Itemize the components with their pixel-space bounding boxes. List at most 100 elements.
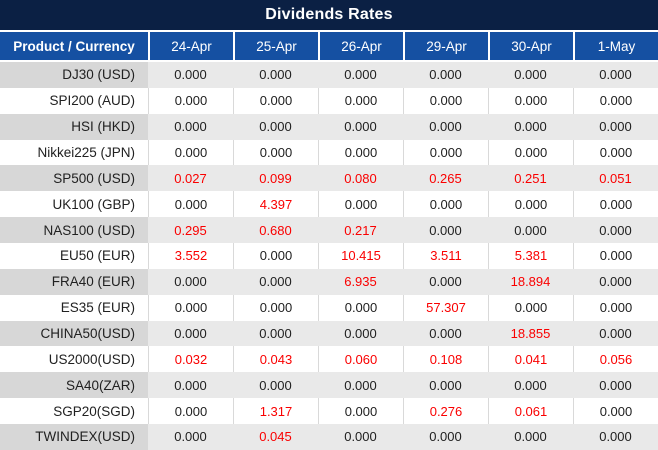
value-cell: 0.099 (233, 165, 318, 192)
date-column-header: 30-Apr (488, 32, 573, 60)
product-cell: FRA40 (EUR) (0, 268, 148, 295)
date-column-header: 29-Apr (403, 32, 488, 60)
value-cell: 0.000 (403, 320, 488, 347)
value-cell: 0.000 (573, 268, 658, 295)
value-cell: 0.000 (488, 113, 573, 140)
table-row: TWINDEX(USD) 0.000 0.045 0.000 0.000 0.000 0.0… (0, 424, 658, 450)
value-cell: 0.000 (403, 62, 488, 88)
value-cell: 0.251 (488, 165, 573, 192)
value-cell: 0.000 (318, 113, 403, 140)
product-currency-column-header: Product / Currency (0, 32, 148, 60)
table-row: EU50 (EUR) 3.552 0.000 10.415 3.511 5.381 0.00… (0, 243, 658, 269)
value-cell: 4.397 (233, 191, 318, 218)
table-row: UK100 (GBP) 0.000 4.397 0.000 0.000 0.000 0.00… (0, 191, 658, 218)
value-cell: 0.000 (148, 268, 233, 295)
value-cell: 0.000 (233, 113, 318, 140)
value-cell: 0.000 (148, 320, 233, 347)
product-cell: UK100 (GBP) (0, 191, 148, 218)
value-cell: 0.000 (573, 398, 658, 425)
value-cell: 0.000 (488, 191, 573, 218)
value-cell: 0.000 (403, 191, 488, 218)
value-cell: 57.307 (403, 294, 488, 321)
value-cell: 0.000 (573, 243, 658, 269)
value-cell: 0.000 (573, 372, 658, 399)
value-cell: 0.000 (148, 424, 233, 450)
value-cell: 0.108 (403, 346, 488, 373)
value-cell: 0.000 (488, 424, 573, 450)
value-cell: 0.295 (148, 217, 233, 244)
value-cell: 0.000 (403, 372, 488, 399)
table-title: Dividends Rates (0, 0, 658, 32)
value-cell: 0.000 (573, 113, 658, 140)
table-row: DJ30 (USD) 0.000 0.000 0.000 0.000 0.000 0.000 (0, 62, 658, 88)
value-cell: 0.000 (403, 113, 488, 140)
value-cell: 0.000 (488, 87, 573, 114)
value-cell: 6.935 (318, 268, 403, 295)
value-cell: 0.080 (318, 165, 403, 192)
value-cell: 0.000 (148, 113, 233, 140)
table-row: SP500 (USD) 0.027 0.099 0.080 0.265 0.251 0.05… (0, 165, 658, 192)
product-cell: SA40(ZAR) (0, 372, 148, 399)
value-cell: 0.061 (488, 398, 573, 425)
value-cell: 0.051 (573, 165, 658, 192)
value-cell: 0.000 (233, 62, 318, 88)
table-row: CHINA50(USD) 0.000 0.000 0.000 0.000 18.855 0.… (0, 320, 658, 347)
table-row: Nikkei225 (JPN) 0.000 0.000 0.000 0.000 0.000… (0, 139, 658, 166)
value-cell: 0.000 (403, 424, 488, 450)
value-cell: 0.000 (233, 243, 318, 269)
product-cell: ES35 (EUR) (0, 294, 148, 321)
value-cell: 0.000 (488, 294, 573, 321)
value-cell: 0.000 (148, 398, 233, 425)
product-cell: CHINA50(USD) (0, 320, 148, 347)
table-row: HSI (HKD) 0.000 0.000 0.000 0.000 0.000 0.000 (0, 113, 658, 140)
table-row: FRA40 (EUR) 0.000 0.000 6.935 0.000 18.894 0.0… (0, 268, 658, 295)
value-cell: 0.043 (233, 346, 318, 373)
table-row: US2000(USD) 0.032 0.043 0.060 0.108 0.041 0.05… (0, 346, 658, 373)
value-cell: 0.000 (488, 217, 573, 244)
value-cell: 0.000 (148, 87, 233, 114)
product-cell: EU50 (EUR) (0, 243, 148, 269)
value-cell: 0.000 (488, 62, 573, 88)
date-column-header: 25-Apr (233, 32, 318, 60)
value-cell: 0.265 (403, 165, 488, 192)
value-cell: 0.027 (148, 165, 233, 192)
table-row: SPI200 (AUD) 0.000 0.000 0.000 0.000 0.000 0.0… (0, 87, 658, 114)
date-column-header: 26-Apr (318, 32, 403, 60)
value-cell: 0.000 (573, 87, 658, 114)
value-cell: 0.000 (148, 294, 233, 321)
value-cell: 0.000 (573, 424, 658, 450)
value-cell: 1.317 (233, 398, 318, 425)
value-cell: 0.000 (403, 139, 488, 166)
value-cell: 0.000 (403, 268, 488, 295)
product-cell: SPI200 (AUD) (0, 87, 148, 114)
table-row: ES35 (EUR) 0.000 0.000 0.000 57.307 0.000 0.00… (0, 294, 658, 321)
value-cell: 0.000 (403, 87, 488, 114)
value-cell: 0.000 (573, 139, 658, 166)
table-header-row: Product / Currency 24-Apr 25-Apr 26-Apr 29-A… (0, 32, 658, 62)
product-cell: NAS100 (USD) (0, 217, 148, 244)
value-cell: 0.000 (233, 139, 318, 166)
product-cell: SP500 (USD) (0, 165, 148, 192)
product-cell: US2000(USD) (0, 346, 148, 373)
value-cell: 0.217 (318, 217, 403, 244)
value-cell: 0.056 (573, 346, 658, 373)
value-cell: 0.000 (148, 191, 233, 218)
product-cell: SGP20(SGD) (0, 398, 148, 425)
table-row: SA40(ZAR) 0.000 0.000 0.000 0.000 0.000 0.000 (0, 372, 658, 399)
value-cell: 0.276 (403, 398, 488, 425)
value-cell: 0.000 (318, 372, 403, 399)
value-cell: 5.381 (488, 243, 573, 269)
value-cell: 0.000 (318, 398, 403, 425)
value-cell: 10.415 (318, 243, 403, 269)
product-cell: Nikkei225 (JPN) (0, 139, 148, 166)
value-cell: 0.000 (148, 62, 233, 88)
value-cell: 0.000 (573, 62, 658, 88)
value-cell: 0.000 (573, 217, 658, 244)
value-cell: 0.000 (233, 320, 318, 347)
value-cell: 0.000 (233, 294, 318, 321)
date-column-header: 1-May (573, 32, 658, 60)
value-cell: 0.000 (573, 294, 658, 321)
table-row: SGP20(SGD) 0.000 1.317 0.000 0.276 0.061 0.000 (0, 398, 658, 425)
value-cell: 0.000 (573, 320, 658, 347)
date-column-header: 24-Apr (148, 32, 233, 60)
